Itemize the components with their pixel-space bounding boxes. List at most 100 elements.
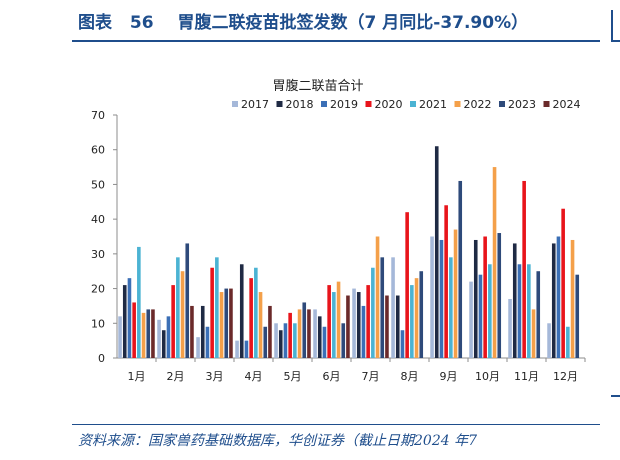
figure-header: 图表 56 胃腹二联疫苗批签发数（7 月同比-37.90%） [78,8,528,33]
bar-2024-7 [385,295,389,358]
bar-2018-8 [395,295,400,358]
bar-2022-1 [141,312,146,358]
bar-2019-10 [478,274,483,358]
bar-2022-6 [336,281,341,358]
chart-bars [118,146,580,358]
bar-2022-12 [570,239,575,358]
bar-2022-3 [219,292,224,358]
figure-number: 56 [129,13,154,33]
bar-2024-1 [151,309,155,358]
x-tick-label: 3月 [206,370,224,383]
bar-2019-6 [322,326,327,358]
chart-axes: 0 10 20 30 40 50 60 70 1月 2月 3月 4月 5月 6月 7月 8月 9月 10月 11月 1… [91,109,586,383]
bar-2020-12 [561,208,565,358]
bar-2021-2 [176,257,180,358]
bar-2023-10 [497,233,502,358]
bar-2020-3 [210,267,214,358]
bar-2017-3 [196,337,200,358]
y-tick-label: 70 [91,109,105,122]
bar-2023-8 [419,271,424,358]
bar-2021-1 [137,246,141,358]
y-tick-label: 30 [91,248,105,261]
bar-2020-2 [171,285,175,358]
y-tick-label: 40 [91,213,105,226]
legend-swatch-2018 [276,101,283,107]
bar-2019-8 [400,330,405,358]
y-tick-label: 20 [91,283,105,296]
bar-2022-10 [492,167,497,358]
bar-2017-12 [547,323,551,358]
bar-2021-3 [215,257,219,358]
bar-2020-5 [288,312,292,358]
legend-swatch-2017 [232,101,238,107]
bar-2018-1 [122,285,127,358]
y-tick-label: 0 [98,352,105,365]
y-tick-label: 60 [91,144,105,157]
bar-2023-7 [380,257,385,358]
x-tick-label: 11月 [514,370,539,383]
bar-2017-1 [118,316,122,358]
bar-2018-11 [512,243,517,358]
bar-2021-4 [254,267,258,358]
bar-2019-11 [517,264,522,358]
legend-label-2019: 2019 [330,98,358,111]
bar-2021-10 [488,264,492,358]
bar-2023-3 [224,288,229,358]
chart-legend: 2017 2018 2019 2020 2021 2022 2023 2024 [232,98,581,111]
bar-2017-11 [508,298,512,358]
bar-2023-11 [536,271,541,358]
bar-2020-4 [249,278,253,358]
x-tick-label: 4月 [245,370,263,383]
y-tick-label: 10 [91,317,105,330]
bar-2022-11 [531,309,536,358]
x-tick-label: 7月 [362,370,380,383]
bar-2018-7 [356,292,361,358]
bar-2018-6 [317,316,322,358]
bar-2019-3 [205,326,210,358]
bar-2019-4 [244,340,249,358]
bar-2020-10 [483,236,487,358]
bar-2021-9 [449,257,453,358]
bar-2023-5 [302,302,307,358]
header-rule [72,40,600,42]
bar-2021-12 [566,326,570,358]
bar-2020-11 [522,180,526,358]
bar-2020-1 [132,302,136,358]
bar-2022-4 [258,292,263,358]
bar-2021-6 [332,292,336,358]
bar-2024-4 [268,305,272,358]
bar-2022-5 [297,309,302,358]
bar-2023-1 [146,309,151,358]
figure-caption: 胃腹二联疫苗批签发数（7 月同比-37.90%） [177,13,529,33]
bar-2020-9 [444,205,448,358]
x-tick-label: 2月 [167,370,185,383]
bar-2021-11 [527,264,531,358]
bar-2018-3 [200,305,205,358]
bar-2019-9 [439,239,444,358]
chart-title: 胃腹二联苗合计 [272,78,363,94]
legend-label-2020: 2020 [375,98,403,111]
bar-2018-9 [434,146,439,358]
bar-2017-4 [235,340,239,358]
bar-2018-12 [551,243,556,358]
legend-swatch-2020 [365,101,372,107]
x-tick-label: 8月 [401,370,419,383]
bar-2020-8 [405,212,409,358]
legend-swatch-2021 [410,101,416,107]
bar-2021-8 [410,285,414,358]
bar-2021-7 [371,267,375,358]
legend-swatch-2019 [321,101,327,107]
bar-2022-9 [453,229,458,358]
bar-2022-7 [375,236,380,358]
bar-2017-8 [391,257,395,358]
bar-2022-2 [180,271,185,358]
legend-label-2021: 2021 [419,98,447,111]
legend-swatch-2022 [454,101,461,107]
x-tick-label: 5月 [284,370,302,383]
x-tick-label: 1月 [128,370,146,383]
legend-label-2022: 2022 [464,98,492,111]
bar-2017-6 [313,309,317,358]
bar-2019-5 [283,323,288,358]
bar-2020-6 [327,285,331,358]
